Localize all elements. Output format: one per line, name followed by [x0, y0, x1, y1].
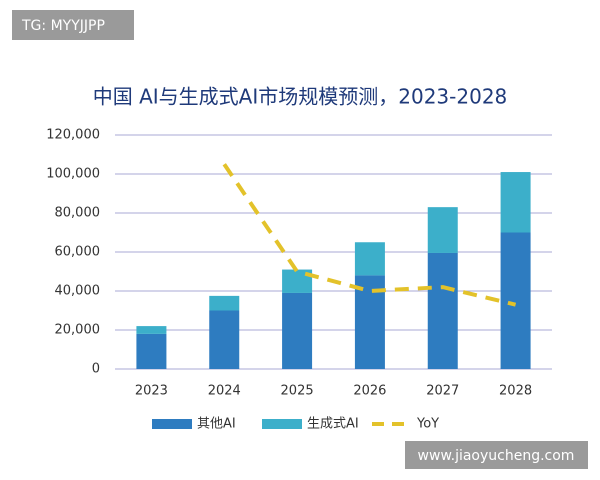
watermark-box — [12, 10, 134, 40]
bar-segment — [282, 269, 313, 293]
watermark-box — [405, 441, 588, 469]
y-tick-label: 120,000 — [46, 128, 100, 143]
bar-segment — [282, 292, 313, 369]
y-tick-label: 40,000 — [55, 284, 101, 299]
y-tick-label: 20,000 — [55, 323, 101, 338]
y-tick-label: 100,000 — [46, 167, 100, 182]
x-tick-label: 2028 — [499, 384, 532, 399]
chart-title: 中国 AI与生成式AI市场规模预测，2023-2028 — [93, 85, 508, 109]
bar-segment — [209, 310, 240, 369]
y-tick-label: 80,000 — [55, 206, 101, 221]
watermark: www.jiaoyucheng.com — [418, 448, 575, 464]
x-tick-label: 2025 — [281, 384, 314, 399]
bar-segment — [209, 295, 240, 311]
line — [222, 163, 517, 307]
x-tick-label: 2027 — [426, 384, 459, 399]
bar-segment — [354, 242, 385, 276]
legend-label: YoY — [416, 417, 439, 432]
legend-swatch — [262, 419, 302, 429]
bar-segment — [427, 207, 458, 253]
bar-segment — [136, 326, 167, 334]
watermark: TG: MYYJJPP — [21, 18, 105, 34]
bar-segment — [427, 252, 458, 369]
x-tick-label: 2026 — [353, 384, 386, 399]
legend-label: 生成式AI — [307, 417, 359, 432]
x-tick-label: 2023 — [135, 384, 168, 399]
legend-swatch — [152, 419, 192, 429]
bar-segment — [500, 232, 531, 369]
y-tick-label: 60,000 — [55, 245, 101, 260]
bar-segment — [500, 172, 531, 233]
legend-label: 其他AI — [197, 417, 236, 432]
y-tick-label: 0 — [92, 362, 100, 377]
x-tick-label: 2024 — [208, 384, 241, 399]
bar-segment — [136, 333, 167, 369]
